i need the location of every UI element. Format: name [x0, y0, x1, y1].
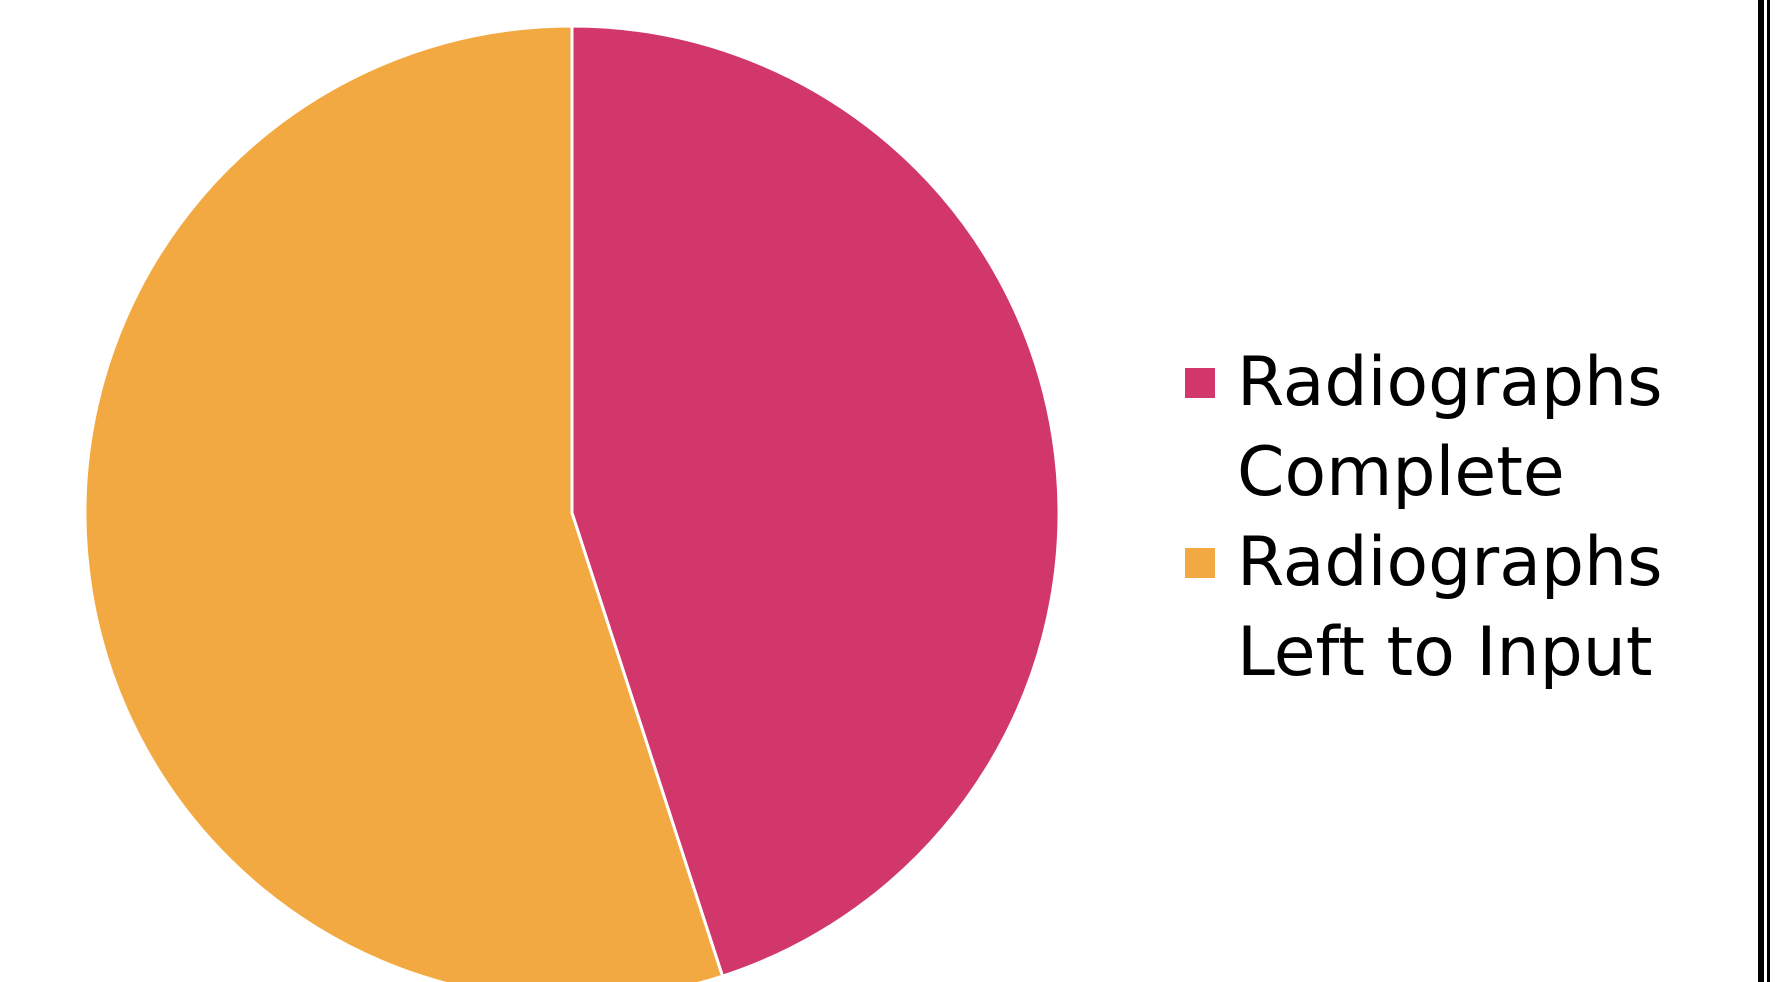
legend-swatch-complete	[1185, 368, 1215, 398]
pie-slice-radiographs-complete	[570, 24, 1061, 978]
frame-border	[1758, 0, 1770, 982]
legend-item: Radiographs Left to Input	[1185, 518, 1697, 698]
legend: Radiographs Complete Radiographs Left to…	[1185, 338, 1697, 698]
legend-item: Radiographs Complete	[1185, 338, 1697, 518]
legend-label-left-to-input: Radiographs Left to Input	[1237, 523, 1663, 692]
pie-slice-radiographs-left-to-input	[83, 24, 724, 982]
legend-label-complete: Radiographs Complete	[1237, 343, 1663, 512]
legend-swatch-left-to-input	[1185, 548, 1215, 578]
